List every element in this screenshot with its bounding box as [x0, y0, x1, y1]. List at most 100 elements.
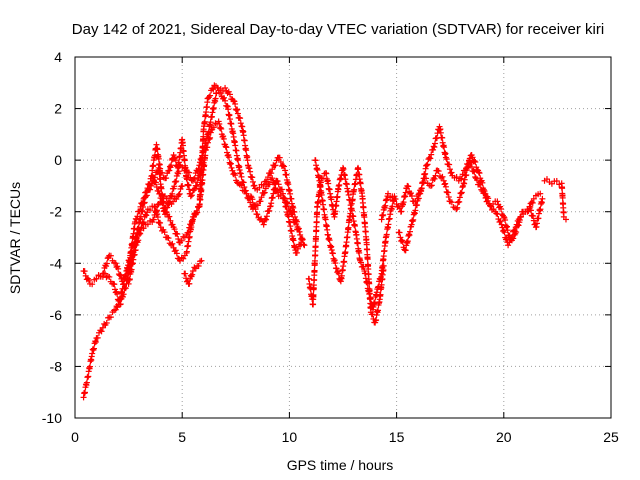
- data-point: [364, 246, 371, 253]
- data-point: [222, 143, 229, 150]
- data-point: [94, 334, 101, 341]
- data-point: [166, 163, 173, 170]
- data-point: [314, 209, 321, 216]
- data-point: [186, 233, 193, 240]
- data-point: [385, 190, 392, 197]
- data-point: [172, 179, 179, 186]
- data-point: [278, 186, 285, 193]
- data-point: [430, 143, 437, 150]
- data-point: [294, 245, 301, 252]
- data-point: [240, 179, 247, 186]
- data-point: [199, 166, 206, 173]
- data-point: [260, 190, 267, 197]
- data-point: [186, 169, 193, 176]
- y-tick-label: -6: [50, 307, 63, 323]
- data-point: [168, 162, 175, 169]
- data-point: [177, 257, 184, 264]
- data-point: [137, 227, 144, 234]
- data-point: [187, 174, 194, 181]
- data-point: [183, 248, 190, 255]
- x-tick-label: 25: [603, 429, 619, 445]
- data-point: [191, 211, 198, 218]
- data-point: [293, 249, 300, 256]
- plot-frame: [74, 56, 612, 419]
- data-point: [442, 183, 449, 190]
- data-point: [237, 170, 244, 177]
- data-point: [494, 211, 501, 218]
- data-point: [187, 193, 194, 200]
- data-point: [176, 190, 183, 197]
- data-point: [251, 202, 258, 209]
- data-point: [539, 195, 546, 202]
- data-point: [266, 207, 273, 214]
- data-point: [207, 92, 214, 99]
- data-point: [175, 159, 182, 166]
- data-point: [385, 221, 392, 228]
- data-point: [160, 199, 167, 206]
- data-point: [85, 277, 92, 284]
- data-point: [147, 207, 154, 214]
- data-point: [136, 230, 143, 237]
- data-point: [204, 144, 211, 151]
- data-point: [182, 270, 189, 277]
- data-point: [445, 194, 452, 201]
- data-point: [195, 262, 202, 269]
- data-point: [559, 185, 566, 192]
- data-point: [172, 157, 179, 164]
- data-point: [272, 162, 279, 169]
- data-point: [504, 223, 511, 230]
- data-point: [423, 175, 430, 182]
- data-point: [341, 258, 348, 265]
- data-point: [366, 280, 373, 287]
- data-point: [90, 347, 97, 354]
- data-point: [117, 301, 124, 308]
- data-points: [80, 82, 569, 401]
- data-point: [332, 260, 339, 267]
- data-point: [128, 266, 135, 273]
- data-point: [285, 213, 292, 220]
- data-point: [169, 221, 176, 228]
- data-point: [207, 134, 214, 141]
- data-point: [249, 196, 256, 203]
- data-point: [360, 263, 367, 270]
- data-point: [152, 204, 159, 211]
- data-point: [234, 106, 241, 113]
- data-point: [262, 185, 269, 192]
- data-point: [422, 170, 429, 177]
- data-point: [198, 257, 205, 264]
- data-point: [225, 154, 232, 161]
- data-point: [214, 84, 221, 91]
- data-point: [340, 166, 347, 173]
- data-point: [168, 241, 175, 248]
- data-point: [184, 176, 191, 183]
- data-point: [232, 100, 239, 107]
- data-point: [515, 222, 522, 229]
- data-point: [112, 260, 119, 267]
- data-point: [314, 166, 321, 173]
- data-point: [528, 199, 535, 206]
- data-point: [559, 194, 566, 201]
- data-point: [313, 218, 320, 225]
- data-point: [321, 206, 328, 213]
- data-point: [325, 180, 332, 187]
- y-tick-label: -4: [50, 255, 63, 271]
- data-point: [260, 221, 267, 228]
- data-point: [377, 291, 384, 298]
- data-point: [147, 186, 154, 193]
- data-point: [417, 188, 424, 195]
- data-point: [476, 170, 483, 177]
- data-point: [277, 158, 284, 165]
- data-point: [537, 190, 544, 197]
- data-point: [114, 291, 121, 298]
- data-point: [234, 110, 241, 117]
- data-point: [175, 168, 182, 175]
- data-point: [93, 275, 100, 282]
- data-point: [228, 164, 235, 171]
- data-point: [237, 115, 244, 122]
- data-point: [161, 229, 168, 236]
- data-point: [375, 307, 382, 314]
- data-point: [389, 203, 396, 210]
- data-point: [445, 189, 452, 196]
- data-point: [106, 273, 113, 280]
- data-point: [175, 236, 182, 243]
